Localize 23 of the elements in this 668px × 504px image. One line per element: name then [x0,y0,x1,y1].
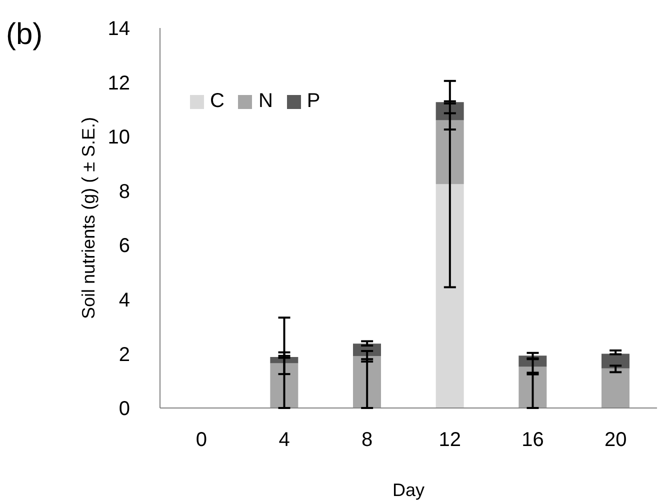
chart-title: (b) [6,18,43,52]
y-tick-label: 6 [118,235,130,258]
x-tick-label: 20 [604,429,627,452]
x-tick-label: 12 [438,429,462,452]
y-tick-label: 14 [108,18,130,40]
y-axis-title: Soil nutrients (g) ( ± S.E.) [78,117,98,319]
bar [436,120,464,184]
y-tick-label: 8 [118,180,130,203]
x-axis-title: Day [392,480,425,500]
x-tick-label: 8 [362,429,373,452]
x-tick-label: 4 [278,429,290,452]
y-tick-label: 10 [108,126,130,149]
legend-label: P [306,90,320,113]
x-tick-label: 0 [196,429,207,452]
x-tick-label: 16 [522,429,544,452]
y-tick-label: 2 [118,344,130,366]
y-tick-label: 4 [118,290,130,312]
bar [436,184,464,408]
bar [602,368,630,408]
y-tick-label: 12 [108,72,130,94]
legend-label: N [258,90,273,113]
legend-label: C [210,90,224,113]
y-tick-label: 0 [118,398,130,420]
